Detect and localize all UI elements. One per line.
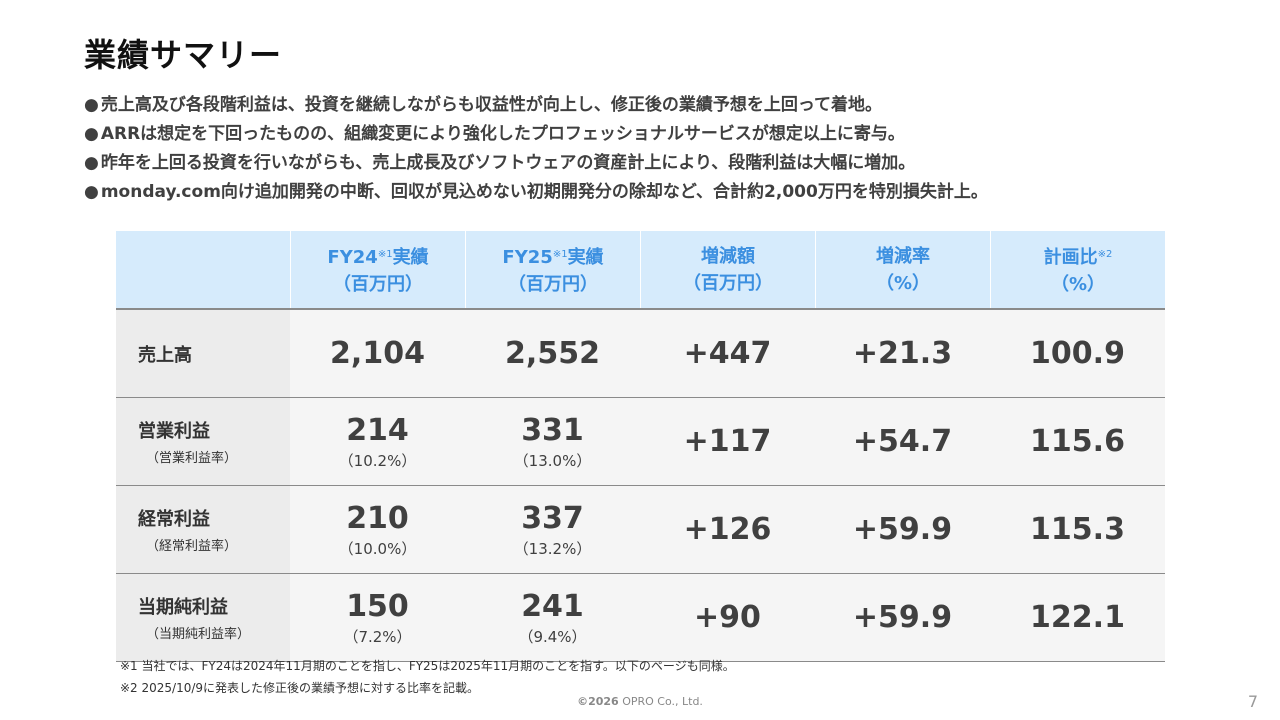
bullet-icon: ● <box>84 124 99 144</box>
bullet-icon: ● <box>84 95 99 115</box>
cell-fy24: 2,104 <box>330 336 425 371</box>
cell-fy25: 2,552 <box>505 336 600 371</box>
cell-plan: 115.6 <box>1030 424 1125 459</box>
cell-plan: 115.3 <box>1030 512 1125 547</box>
page-number: 7 <box>1247 692 1258 711</box>
footnotes: ※1 当社では、FY24は2024年11月期のことを指し、FY25は2025年1… <box>120 656 735 700</box>
cell-rate: +59.9 <box>852 512 953 547</box>
cell-diff: +126 <box>683 512 772 547</box>
header-fy25: FY25※1実績 （百万円） <box>465 231 640 308</box>
bullet-icon: ● <box>84 182 99 202</box>
bullet-item: ● 売上高及び各段階利益は、投資を継続しながらも収益性が向上し、修正後の業績予想を… <box>84 95 882 115</box>
header-fy24: FY24※1実績 （百万円） <box>290 231 465 308</box>
row-label: 経常利益 （経常利益率） <box>116 486 290 573</box>
cell-rate: +21.3 <box>852 336 953 371</box>
table-row: 当期純利益 （当期純利益率） 150 （7.2%） 241 （9.4%） +90 +… <box>116 574 1165 662</box>
cell-fy25: 337 （13.2%） <box>513 500 592 558</box>
cell-rate: +59.9 <box>852 600 953 635</box>
results-table: FY24※1実績 （百万円） FY25※1実績 （百万円） 増減額 （百万円） … <box>116 231 1165 662</box>
cell-plan: 100.9 <box>1030 336 1125 371</box>
header-plan: 計画比※2 （%） <box>990 231 1165 308</box>
cell-fy25: 241 （9.4%） <box>518 588 587 646</box>
bullet-list: ● 売上高及び各段階利益は、投資を継続しながらも収益性が向上し、修正後の業績予想を… <box>84 92 1264 208</box>
table-row: 営業利益 （営業利益率） 214 （10.2%） 331 （13.0%） +117 … <box>116 398 1165 486</box>
copyright: ©2026 OPRO Co., Ltd. <box>577 695 703 708</box>
page-title: 業績サマリー <box>84 36 283 74</box>
cell-rate: +54.7 <box>852 424 953 459</box>
footnote-2: ※2 2025/10/9に発表した修正後の業績予想に対する比率を記載。 <box>120 681 480 695</box>
cell-diff: +447 <box>683 336 772 371</box>
cell-fy24: 150 （7.2%） <box>343 588 412 646</box>
cell-fy24: 214 （10.2%） <box>338 412 417 470</box>
footnote-1: ※1 当社では、FY24は2024年11月期のことを指し、FY25は2025年1… <box>120 659 735 673</box>
row-label: 当期純利益 （当期純利益率） <box>116 574 290 661</box>
bullet-item: ● ARRは想定を下回ったものの、組織変更により強化したプロフェッショナルサービス… <box>84 124 905 144</box>
table-row: 売上高 2,104 2,552 +447 +21.3 100.9 <box>116 310 1165 398</box>
bullet-icon: ● <box>84 153 99 173</box>
table-row: 経常利益 （経常利益率） 210 （10.0%） 337 （13.2%） +126 … <box>116 486 1165 574</box>
row-label: 営業利益 （営業利益率） <box>116 398 290 485</box>
row-label: 売上高 <box>116 310 290 397</box>
cell-diff: +90 <box>694 600 761 635</box>
header-empty-cell <box>116 231 290 308</box>
table-header-row: FY24※1実績 （百万円） FY25※1実績 （百万円） 増減額 （百万円） … <box>116 231 1165 310</box>
cell-diff: +117 <box>683 424 772 459</box>
bullet-item: ● 昨年を上回る投資を行いながらも、売上成長及びソフトウェアの資産計上により、段階… <box>84 153 916 173</box>
header-rate: 増減率 （%） <box>815 231 990 308</box>
bullet-item: ● monday.com向け追加開発の中断、回収が見込めない初期開発分の除却など、… <box>84 182 988 202</box>
cell-fy24: 210 （10.0%） <box>338 500 417 558</box>
cell-plan: 122.1 <box>1030 600 1125 635</box>
cell-fy25: 331 （13.0%） <box>513 412 592 470</box>
header-diff: 増減額 （百万円） <box>640 231 815 308</box>
